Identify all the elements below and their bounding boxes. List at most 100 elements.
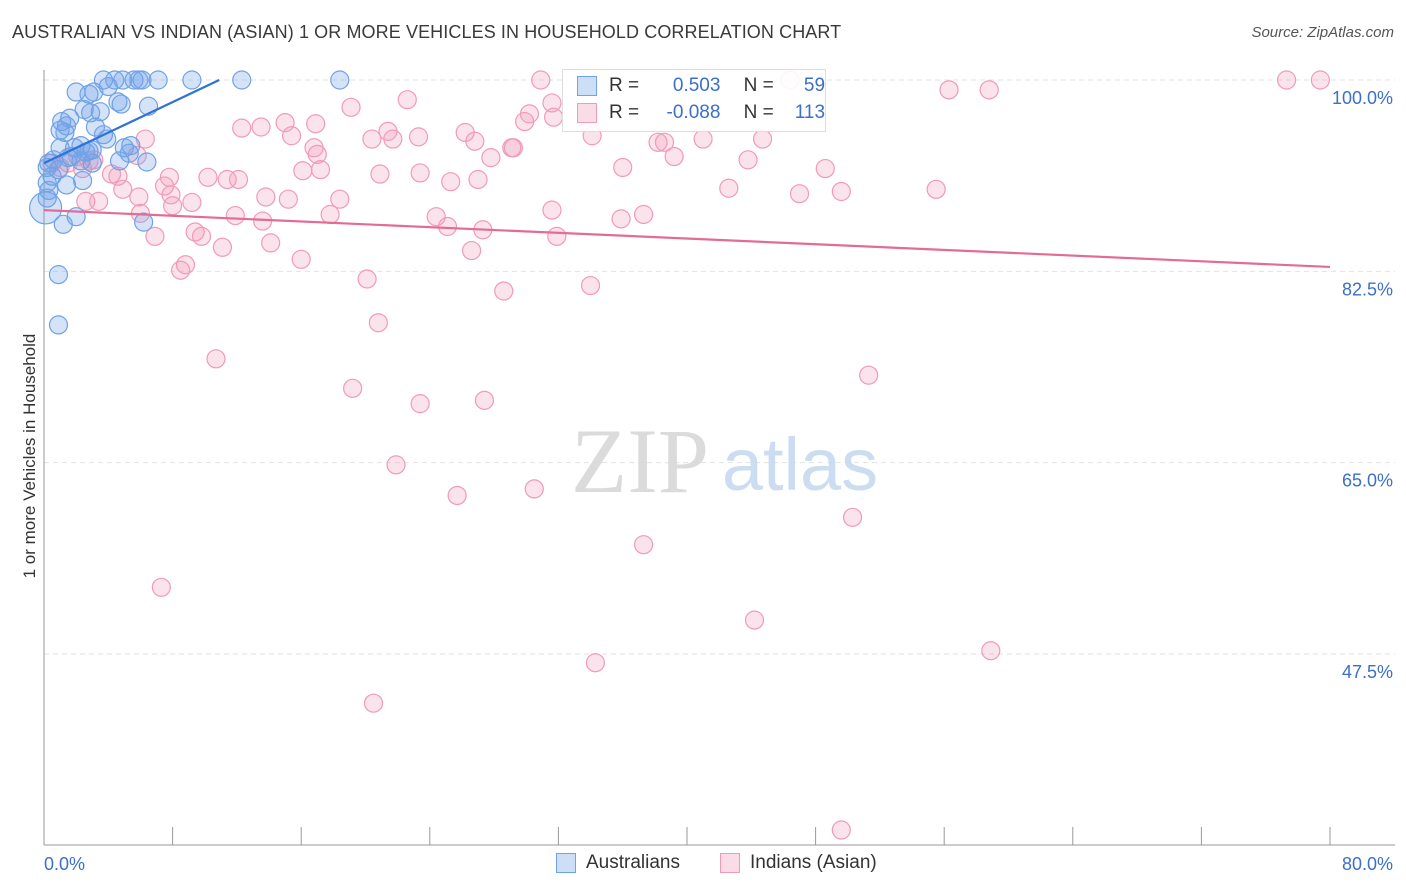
data-point-australians (137, 152, 157, 172)
watermark-atlas: atlas (722, 423, 878, 506)
data-point-indians (542, 93, 562, 113)
trend-line-indians (43, 209, 1331, 269)
data-point-indians (789, 184, 810, 204)
stats-legend: R = 0.503 N = 59 R = -0.088 N = 113 (562, 69, 826, 132)
series-indians-points (42, 70, 1330, 840)
data-point-australians (79, 84, 99, 104)
data-point-australians (114, 138, 134, 158)
data-point-indians (281, 126, 302, 146)
data-point-indians (306, 114, 326, 134)
data-point-indians (542, 200, 562, 220)
data-point-indians (397, 90, 417, 110)
data-point-australians (232, 70, 252, 90)
tick-labels: 100.0% 82.5% 65.0% 47.5% 0.0% 80.0% (44, 88, 1393, 874)
bottom-legend-australians: Australians (556, 852, 680, 874)
legend-n-value: 113 (794, 102, 826, 123)
data-point-indians (89, 191, 109, 211)
data-point-australians (134, 212, 154, 232)
data-point-indians (633, 535, 654, 555)
data-point-indians (217, 169, 237, 190)
data-point-indians (738, 150, 758, 170)
data-point-indians (368, 313, 388, 333)
data-point-indians (212, 237, 233, 257)
data-point-indians (939, 80, 959, 100)
trend-line-australians (43, 79, 220, 165)
watermark-zip: ZIP (571, 410, 709, 512)
data-point-indians (842, 507, 863, 527)
data-point-indians (198, 167, 218, 187)
data-point-indians (232, 118, 252, 138)
legend-n-label: N = (743, 102, 774, 123)
swatch-indians (577, 102, 597, 123)
data-point-indians (341, 97, 361, 117)
data-point-australians (29, 191, 63, 225)
bottom-legend-indians: Indians (Asian) (720, 852, 877, 874)
data-point-indians (447, 485, 467, 506)
data-point-indians (163, 196, 183, 216)
y-axis-label: 1 or more Vehicles in Household (20, 333, 39, 579)
data-point-indians (1276, 70, 1297, 90)
data-point-indians (465, 131, 485, 151)
legend-n-label: N = (743, 75, 774, 96)
data-point-australians (37, 157, 57, 178)
y-tick-label: 82.5% (1342, 279, 1393, 299)
data-point-indians (363, 693, 384, 713)
data-point-australians (48, 265, 69, 285)
data-point-australians (108, 92, 128, 112)
bottom-legend-label: Indians (Asian) (750, 852, 877, 873)
y-tick-label: 47.5% (1342, 662, 1393, 682)
data-point-indians (278, 189, 298, 209)
data-point-indians (251, 117, 271, 137)
legend-r-label: R = (609, 75, 640, 96)
data-point-australians (98, 76, 118, 97)
data-point-indians (494, 281, 514, 301)
data-point-indians (719, 178, 739, 198)
data-point-indians (307, 144, 327, 164)
data-point-indians (261, 233, 281, 253)
source-label: Source: ZipAtlas.com (1251, 24, 1394, 41)
data-point-indians (547, 226, 567, 246)
data-point-indians (815, 158, 835, 179)
data-point-indians (474, 390, 495, 410)
bottom-legend-label: Australians (586, 852, 680, 873)
data-point-indians (524, 479, 544, 499)
data-point-indians (831, 181, 851, 202)
data-point-indians (225, 205, 245, 226)
data-point-indians (357, 269, 377, 289)
data-point-indians (481, 148, 501, 168)
data-point-indians (228, 169, 249, 190)
x-tick-label: 0.0% (44, 854, 85, 874)
legend-r-label: R = (609, 102, 640, 123)
data-point-indians (171, 260, 191, 280)
data-point-indians (370, 164, 390, 184)
x-tick-label: 80.0% (1342, 854, 1393, 874)
series-australians-points (29, 70, 350, 335)
data-point-indians (926, 179, 946, 199)
data-point-indians (330, 189, 350, 209)
data-point-australians (81, 103, 101, 123)
data-point-australians (182, 70, 202, 90)
data-point-indians (256, 187, 276, 207)
data-point-indians (502, 138, 522, 158)
swatch-australians (556, 852, 576, 873)
data-point-indians (981, 641, 1001, 661)
data-point-indians (408, 127, 429, 147)
swatch-australians (577, 75, 597, 96)
y-tick-label: 100.0% (1332, 88, 1393, 108)
data-point-indians (129, 187, 149, 207)
data-point-indians (752, 129, 773, 149)
data-point-australians (48, 315, 69, 335)
data-point-indians (1310, 70, 1330, 90)
data-point-indians (693, 129, 713, 149)
data-point-indians (543, 107, 564, 127)
data-point-indians (182, 192, 202, 213)
data-point-indians (151, 577, 171, 597)
data-point-australians (55, 122, 75, 143)
data-point-indians (437, 216, 458, 237)
data-point-indians (613, 157, 633, 178)
data-point-indians (654, 132, 675, 152)
data-point-australians (39, 180, 59, 201)
data-point-australians (50, 120, 70, 140)
data-point-indians (113, 179, 133, 199)
